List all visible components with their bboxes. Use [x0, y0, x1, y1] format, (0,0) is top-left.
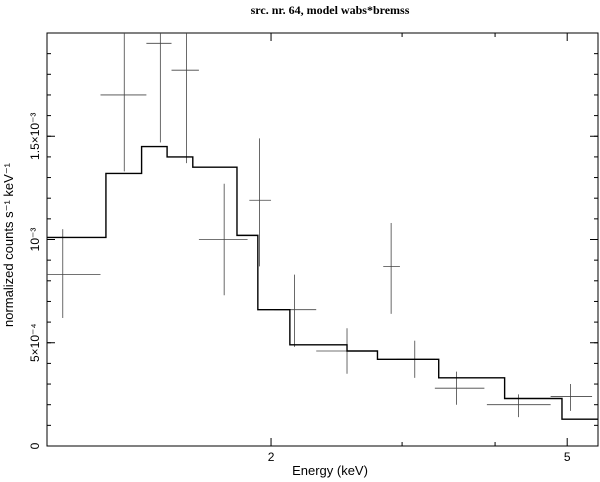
- data-point: [274, 274, 317, 347]
- x-tick-label: 2: [268, 450, 275, 464]
- chart-title: src. nr. 64, model wabs*bremss: [251, 3, 410, 17]
- y-tick-label: 5×10⁻⁴: [28, 323, 42, 362]
- y-tick-label: 1.5×10⁻³: [28, 113, 42, 160]
- model-step-line: [47, 145, 598, 420]
- y-tick-label: 0: [28, 442, 42, 449]
- data-point: [383, 222, 400, 314]
- data-point: [434, 371, 485, 405]
- data-point: [486, 394, 551, 418]
- y-axis-label: normalized counts s⁻¹ keV⁻¹: [1, 162, 16, 327]
- data-point: [198, 183, 248, 296]
- data-point: [47, 229, 101, 318]
- data-point: [100, 33, 147, 172]
- data-point: [550, 384, 593, 411]
- data-point: [249, 138, 272, 267]
- data-point: [146, 33, 172, 143]
- x-tick-label: 5: [564, 450, 571, 464]
- x-axis-label: Energy (keV): [292, 463, 368, 478]
- data-point: [171, 33, 199, 164]
- y-tick-label: 10⁻³: [28, 228, 42, 252]
